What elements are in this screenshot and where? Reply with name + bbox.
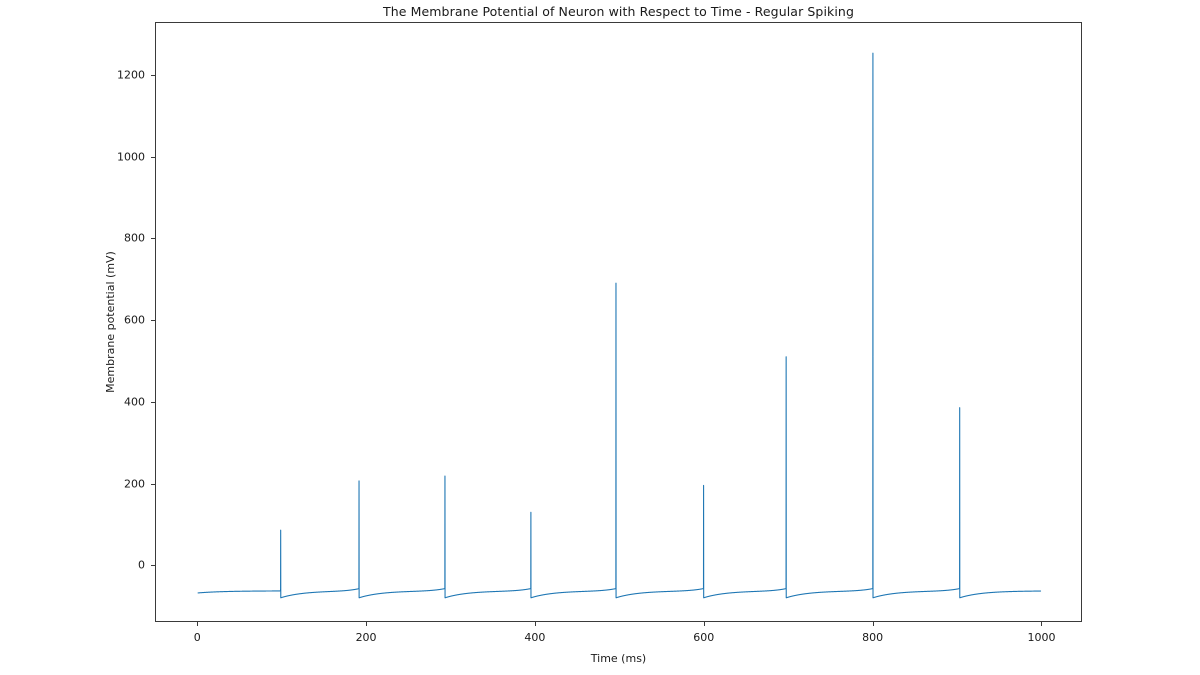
y-axis-tick-label: 200 [124, 477, 145, 491]
x-axis-tick [366, 622, 368, 626]
chart-title: The Membrane Potential of Neuron with Re… [382, 4, 854, 19]
x-axis-tick-label: 400 [524, 631, 546, 644]
y-axis-tick-label: 1200 [117, 68, 145, 82]
y-axis-tick [151, 320, 155, 322]
y-axis-tick-label: 600 [124, 313, 145, 327]
y-axis-tick [151, 238, 155, 240]
x-axis-tick [703, 622, 705, 626]
x-axis-tick [1041, 622, 1043, 626]
x-axis-tick [872, 622, 874, 626]
y-axis-tick-label: 0 [138, 558, 145, 572]
x-axis-tick-label: 0 [193, 631, 201, 644]
y-axis-tick-label: 800 [124, 231, 145, 245]
x-axis-tick-label: 600 [693, 631, 715, 644]
y-axis-tick [151, 75, 155, 77]
series-plot [156, 23, 1081, 621]
x-axis-tick-label: 200 [355, 631, 377, 644]
plot-area [155, 22, 1082, 622]
y-axis-tick [151, 483, 155, 485]
y-axis-tick [151, 401, 155, 403]
y-axis-tick [151, 156, 155, 158]
y-axis-tick-label: 1000 [117, 150, 145, 164]
x-axis-tick [534, 622, 536, 626]
y-axis-tick [151, 565, 155, 567]
x-axis-tick [197, 622, 199, 626]
x-axis-label: Time (ms) [590, 652, 647, 665]
membrane-potential-line [198, 53, 1040, 598]
x-axis-tick-label: 1000 [1027, 631, 1056, 644]
y-axis-tick-label: 400 [124, 395, 145, 409]
x-axis-tick-label: 800 [862, 631, 884, 644]
